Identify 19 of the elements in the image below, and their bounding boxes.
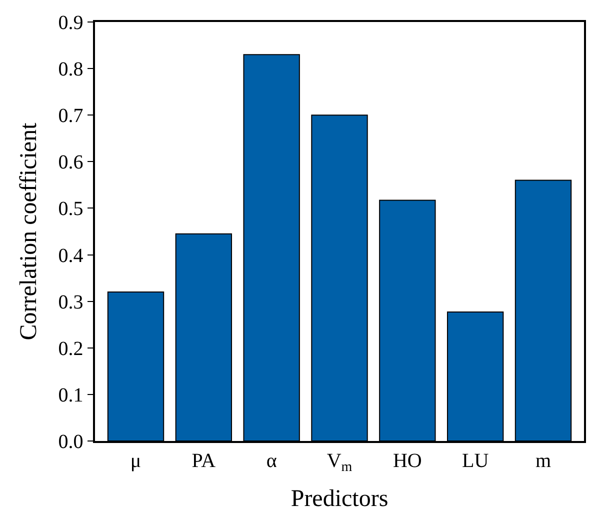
- y-tick-label: 0.8: [58, 58, 84, 81]
- y-tick-label: 0.4: [58, 244, 84, 267]
- y-tick-label: 0.7: [58, 105, 84, 128]
- y-tick-label: 0.2: [58, 338, 84, 360]
- x-axis-title: Predictors: [290, 486, 388, 512]
- x-tick-label: m: [535, 450, 552, 472]
- y-tick-label: 0.5: [58, 198, 84, 220]
- x-tick-label: HO: [392, 450, 422, 472]
- y-tick-label: 0.0: [58, 431, 84, 453]
- y-tick-label: 0.6: [58, 152, 84, 174]
- x-tick-label: μ: [130, 450, 142, 472]
- x-tick-label: V$_{m}$: [326, 450, 352, 475]
- x-tick-label: PA: [192, 450, 216, 472]
- x-tick-label: LU: [462, 450, 490, 472]
- y-axis-title: Correlation coefficient: [16, 122, 42, 340]
- y-tick-label: 0.3: [58, 291, 84, 314]
- x-tick-label: α: [266, 450, 278, 472]
- y-tick-label: 0.9: [58, 12, 84, 34]
- y-tick-label: 0.1: [58, 384, 84, 406]
